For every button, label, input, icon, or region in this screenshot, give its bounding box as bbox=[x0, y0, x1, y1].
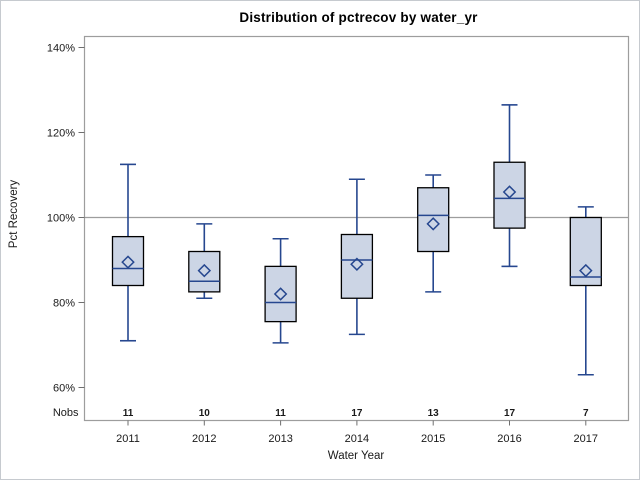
x-tick-label: 2015 bbox=[421, 433, 445, 445]
iqr-box bbox=[188, 250, 221, 293]
y-tick-label: 100% bbox=[47, 213, 75, 225]
box-group-2011 bbox=[111, 163, 145, 342]
nobs-value: 17 bbox=[504, 408, 516, 419]
mean-diamond-icon bbox=[579, 263, 593, 278]
iqr-box bbox=[111, 235, 145, 287]
iqr-box bbox=[417, 187, 450, 253]
box-group-2013 bbox=[264, 237, 297, 344]
x-tick-label: 2016 bbox=[497, 433, 521, 445]
x-tick-label: 2013 bbox=[268, 433, 292, 445]
mean-diamond-icon bbox=[350, 257, 364, 272]
x-tick-label: 2012 bbox=[192, 433, 216, 445]
x-axis-label: Water Year bbox=[327, 450, 385, 462]
nobs-row-label: Nobs bbox=[53, 407, 79, 419]
nobs-value: 11 bbox=[123, 408, 134, 419]
x-tick-label: 2014 bbox=[345, 433, 369, 445]
mean-diamond-icon bbox=[197, 263, 212, 278]
mean-diamond-icon bbox=[121, 255, 135, 269]
nobs-value: 7 bbox=[583, 408, 589, 419]
box-group-2012 bbox=[188, 223, 221, 300]
y-tick-label: 140% bbox=[47, 43, 75, 55]
y-tick-label: 60% bbox=[53, 383, 75, 395]
iqr-box bbox=[264, 265, 297, 323]
box-group-2015 bbox=[417, 174, 450, 293]
nobs-value: 13 bbox=[428, 408, 440, 419]
mean-diamond-icon bbox=[426, 217, 440, 231]
box-group-2016 bbox=[493, 104, 526, 268]
chart-title: Distribution of pctrecov by water_yr bbox=[239, 10, 478, 25]
nobs-value: 11 bbox=[275, 408, 286, 419]
nobs-value: 10 bbox=[199, 408, 211, 419]
iqr-box bbox=[493, 161, 526, 229]
box-group-2017 bbox=[569, 206, 602, 376]
nobs-value: 17 bbox=[351, 408, 363, 419]
x-tick-label: 2017 bbox=[574, 433, 598, 445]
iqr-box bbox=[340, 233, 374, 299]
x-tick-label: 2011 bbox=[116, 433, 140, 445]
mean-diamond-icon bbox=[502, 185, 517, 199]
iqr-box bbox=[569, 216, 602, 287]
y-tick-label: 120% bbox=[47, 128, 75, 140]
mean-diamond-icon bbox=[273, 287, 288, 301]
box-group-2014 bbox=[340, 178, 374, 336]
y-tick-label: 80% bbox=[53, 298, 75, 310]
